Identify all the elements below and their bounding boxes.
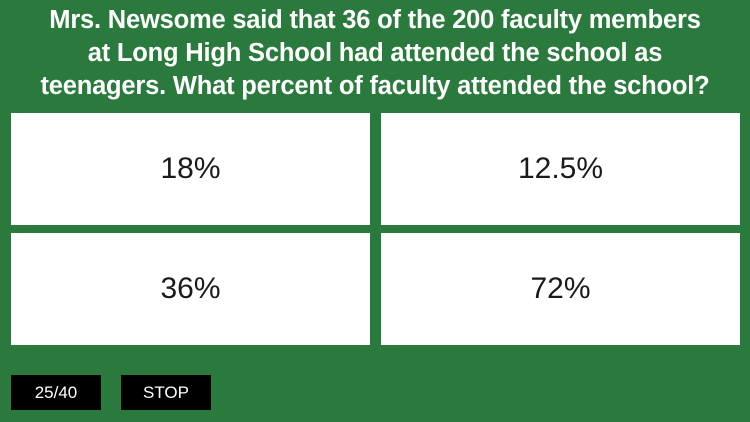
answer-option-2-label: 12.5% [517,152,604,185]
question-text: Mrs. Newsome said that 36 of the 200 fac… [0,4,750,103]
answer-option-3-label: 36% [160,272,221,305]
answer-option-4[interactable]: 72% [381,233,740,345]
question-line-2: at Long High School had attended the sch… [87,39,663,67]
answer-option-1[interactable]: 18% [11,113,370,225]
stop-button-label: STOP [143,382,189,402]
question-counter: 25/40 [11,375,101,410]
question-counter-text: 25/40 [34,382,78,402]
answer-option-3[interactable]: 36% [11,233,370,345]
stop-button[interactable]: STOP [121,375,211,410]
question-line-1: Mrs. Newsome said that 36 of the 200 fac… [49,6,701,34]
answer-option-2[interactable]: 12.5% [381,113,740,225]
question-line-3: teenagers. What percent of faculty atten… [40,72,710,100]
answer-option-4-label: 72% [530,272,591,305]
answer-grid: 18% 12.5% 36% 72% [11,113,740,345]
answer-option-1-label: 18% [160,152,221,185]
